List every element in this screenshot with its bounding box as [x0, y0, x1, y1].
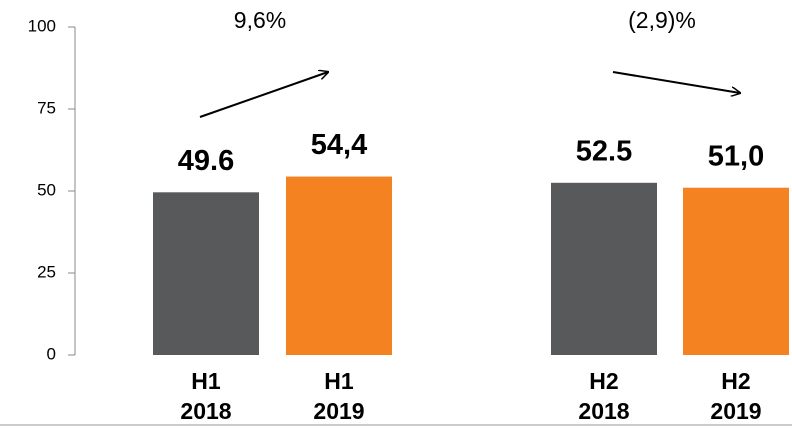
bar — [551, 182, 657, 355]
arrow — [612, 71, 740, 93]
x-tick-label: 2019 — [313, 398, 364, 424]
y-tick-label: 100 — [28, 16, 56, 35]
value-label: 49.6 — [178, 145, 234, 177]
annotation: (2,9)% — [628, 7, 696, 33]
value-label: 52.5 — [576, 135, 632, 167]
x-tick-label: H1 — [191, 368, 221, 394]
y-tick-label: 75 — [37, 98, 56, 117]
value-label: 51,0 — [708, 140, 764, 172]
annotation: 9,6% — [234, 7, 286, 33]
bar — [286, 176, 392, 355]
x-tick-label: 2019 — [710, 398, 761, 424]
y-tick-label: 25 — [37, 262, 56, 281]
y-tick-label: 50 — [37, 180, 56, 199]
y-tick-label: 0 — [47, 344, 56, 363]
bar — [153, 192, 259, 355]
value-label: 54,4 — [311, 129, 367, 161]
x-tick-label: H2 — [589, 368, 618, 394]
x-tick-label: H1 — [324, 368, 354, 394]
x-tick-label: 2018 — [578, 398, 629, 424]
x-tick-label: H2 — [721, 368, 750, 394]
x-tick-label: 2018 — [180, 398, 231, 424]
arrow — [199, 72, 328, 118]
bar — [683, 187, 789, 355]
